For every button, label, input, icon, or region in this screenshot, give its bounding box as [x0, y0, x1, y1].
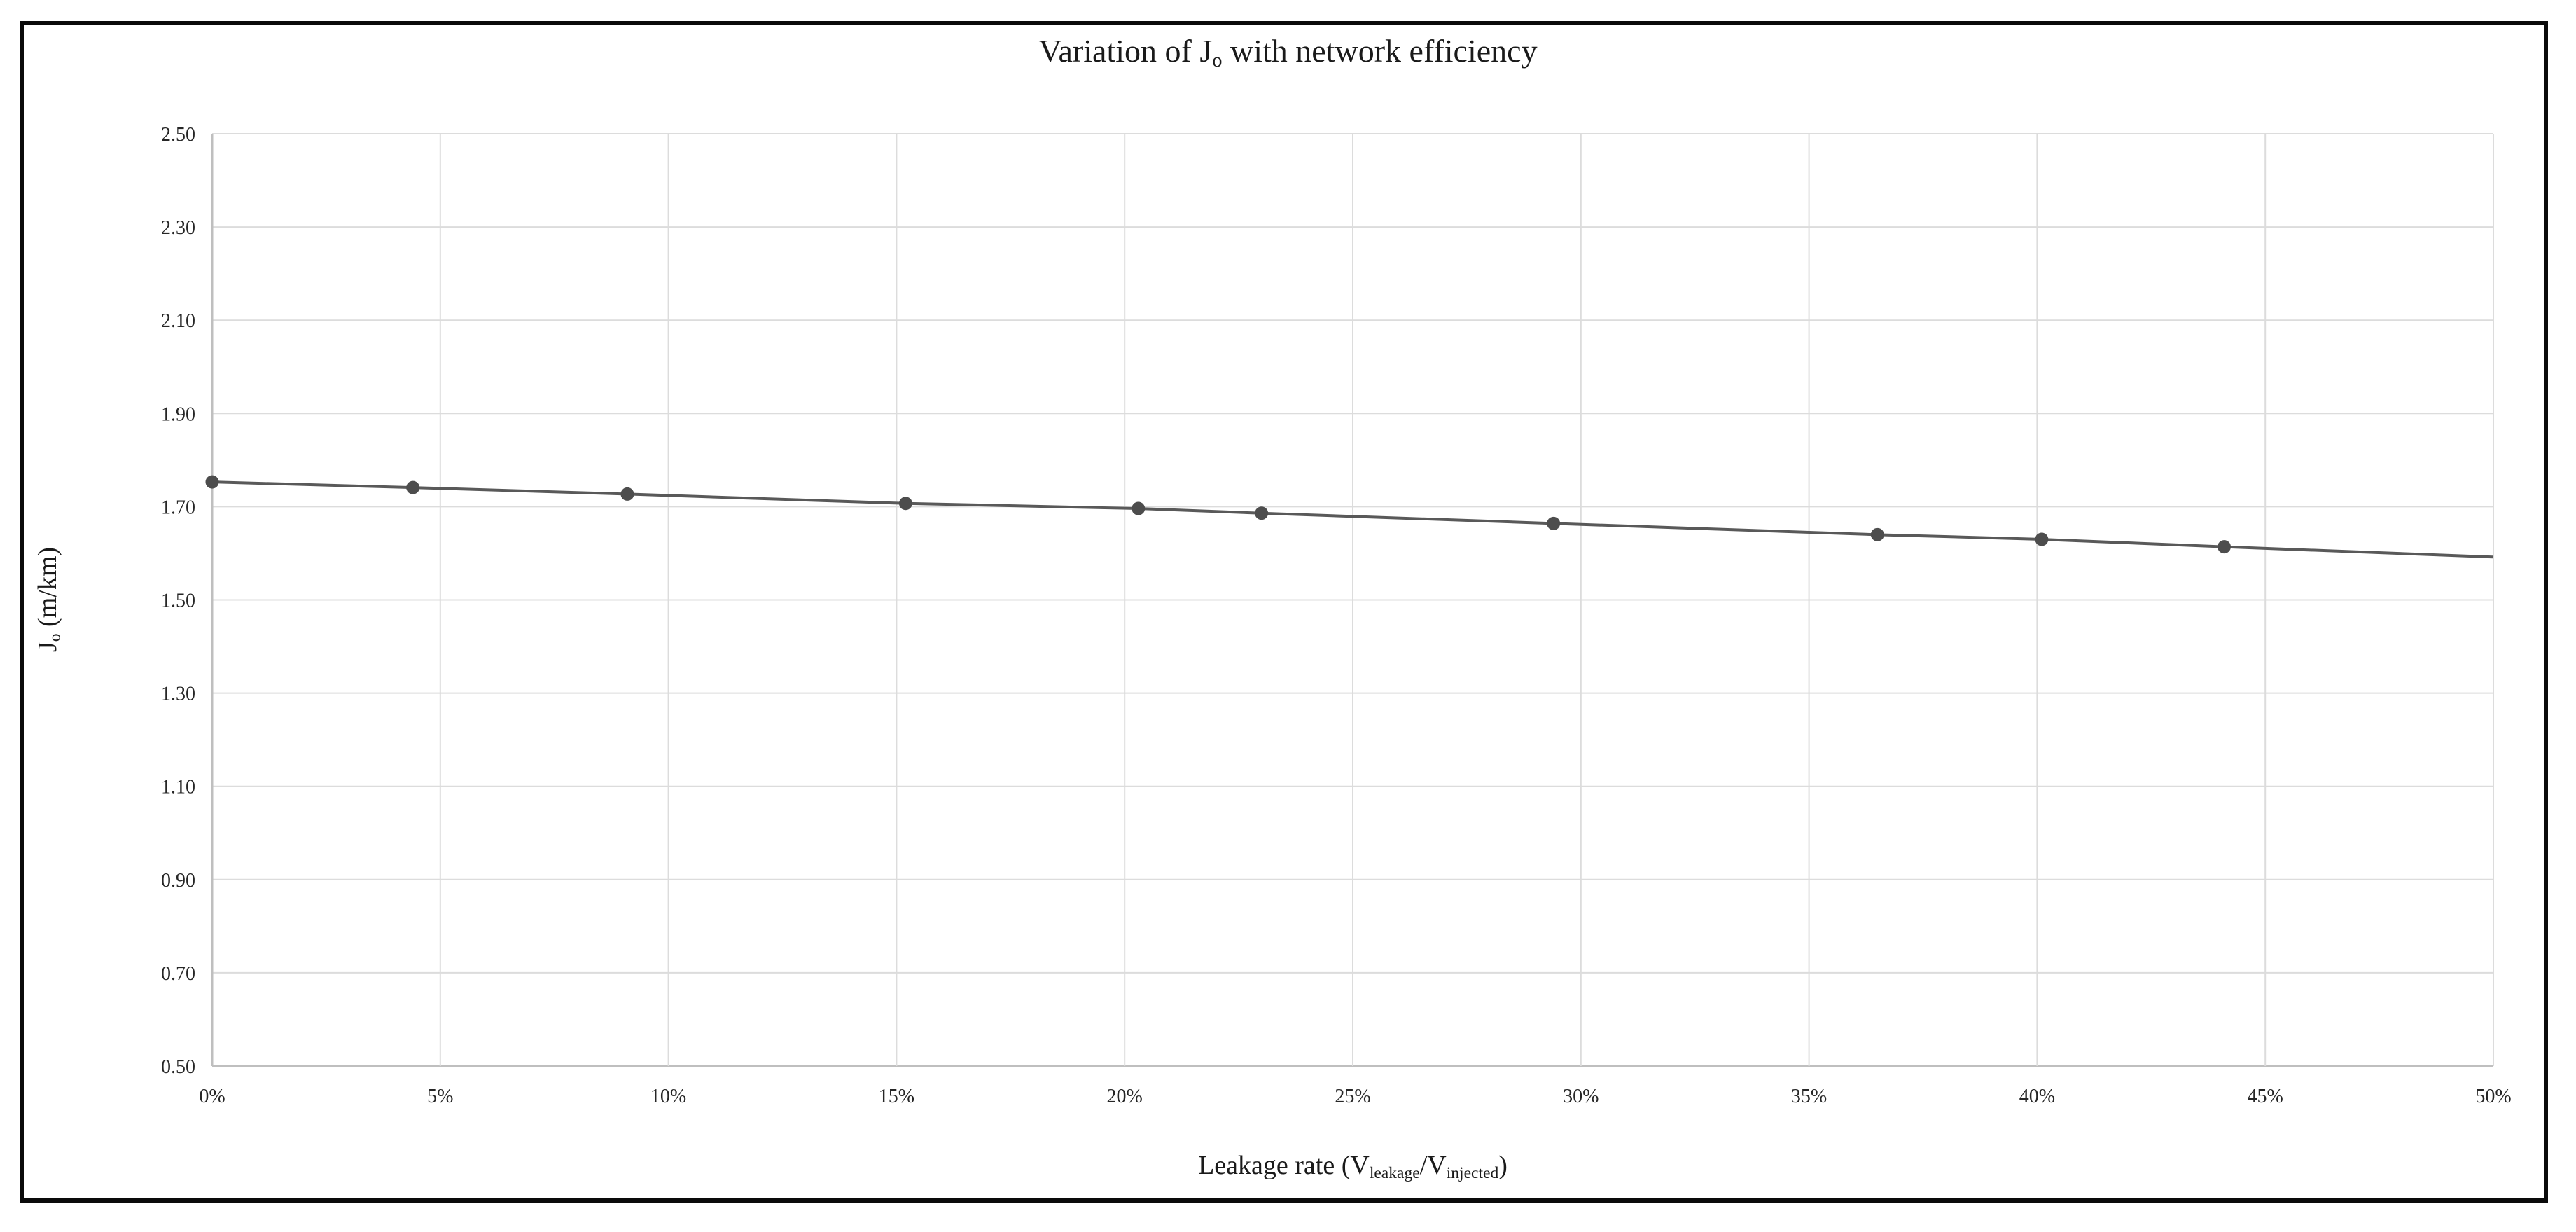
data-point-marker	[1870, 527, 1884, 541]
data-point-marker	[1255, 506, 1269, 520]
y-tick-label: 1.30	[161, 684, 195, 705]
data-point-marker	[1547, 516, 1561, 530]
x-tick-label: 25%	[1335, 1086, 1370, 1107]
chart-title-subscript: o	[1212, 50, 1223, 72]
x-tick-label: 0%	[199, 1086, 225, 1107]
chart-frame	[20, 21, 2548, 1203]
data-point-marker	[620, 487, 634, 501]
x-tick-label: 20%	[1107, 1086, 1143, 1107]
y-tick-label: 1.50	[161, 590, 195, 612]
data-point-marker	[406, 480, 420, 494]
chart-title-text: with network efficiency	[1222, 33, 1538, 69]
y-tick-label: 0.90	[161, 870, 195, 892]
x-tick-label: 45%	[2248, 1086, 2283, 1107]
x-tick-label: 15%	[879, 1086, 914, 1107]
chart-title-text: Variation of J	[1038, 33, 1213, 69]
y-tick-label: 2.30	[161, 217, 195, 239]
data-point-marker	[2035, 532, 2049, 546]
x-tick-label: 50%	[2475, 1086, 2511, 1107]
data-point-marker	[1132, 501, 1146, 515]
y-tick-label: 0.50	[161, 1056, 195, 1078]
y-tick-label: 2.10	[161, 310, 195, 332]
x-axis-title: Leakage rate (Vleakage/Vinjected)	[1198, 1151, 1508, 1182]
x-tick-label: 10%	[650, 1086, 686, 1107]
data-point-marker	[2218, 540, 2232, 554]
y-tick-label: 1.90	[161, 403, 195, 425]
y-tick-label: 1.70	[161, 497, 195, 518]
x-tick-label: 35%	[1791, 1086, 1827, 1107]
x-tick-label: 40%	[2019, 1086, 2055, 1107]
data-point-marker	[205, 475, 219, 489]
data-point-marker	[898, 497, 912, 511]
y-tick-label: 2.50	[161, 124, 195, 146]
chart-title: Variation of Jo with network efficiency	[0, 35, 2576, 71]
y-tick-label: 1.10	[161, 777, 195, 798]
x-tick-label: 5%	[427, 1086, 453, 1107]
x-tick-label: 30%	[1563, 1086, 1599, 1107]
y-tick-label: 0.70	[161, 963, 195, 985]
